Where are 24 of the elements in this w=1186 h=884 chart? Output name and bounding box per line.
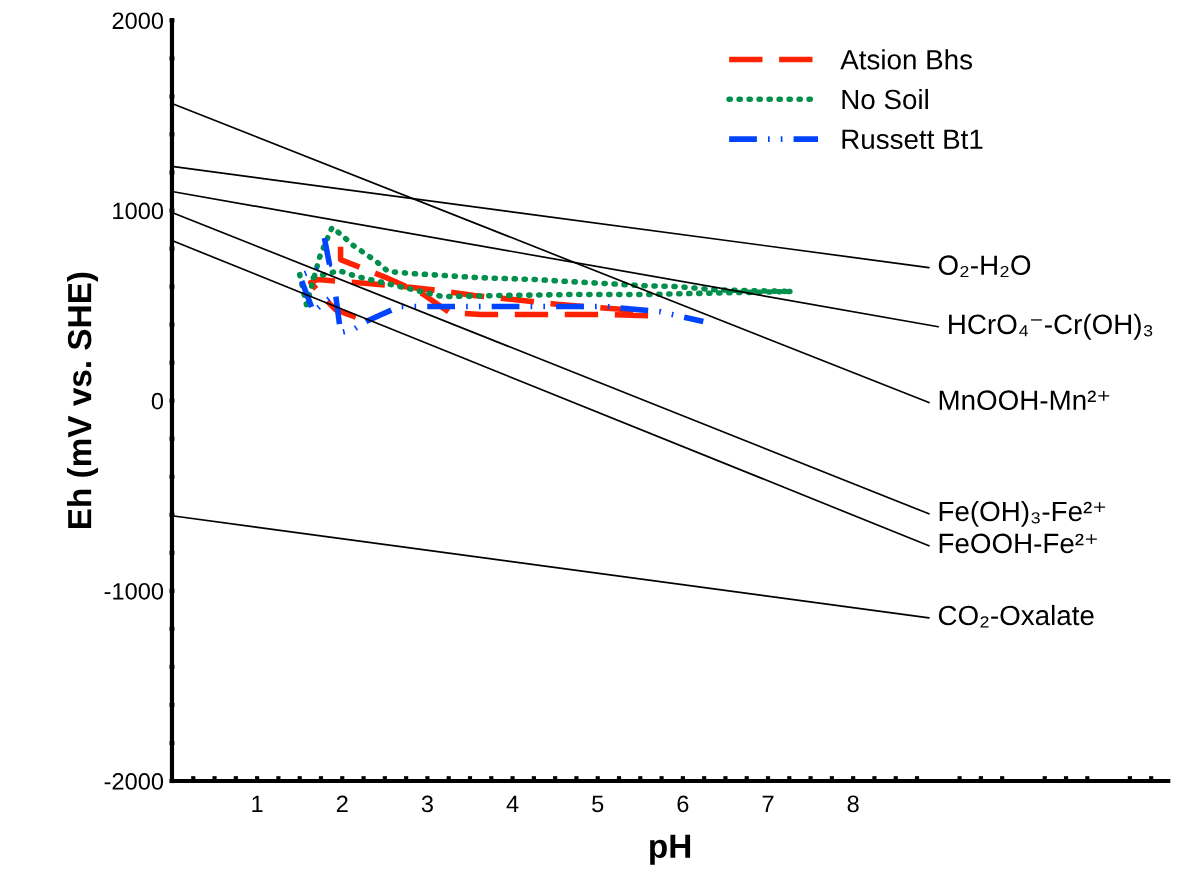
x-tick-label: 5 xyxy=(592,795,604,813)
y-tick-label: 0 xyxy=(151,392,164,410)
x-tick-label: 3 xyxy=(421,795,433,813)
series-label: CO₂-Oxalate xyxy=(938,604,1094,628)
x-tick-label: 8 xyxy=(847,795,859,813)
series-label: O₂-H₂O xyxy=(938,255,1031,278)
x-tick-label: 6 xyxy=(677,795,689,813)
x-axis-title: pH xyxy=(650,834,691,865)
legend-label: Russett Bt1 xyxy=(842,129,983,150)
series-label: FeOOH-Fe²⁺ xyxy=(939,533,1097,554)
x-tick-label: 4 xyxy=(506,795,519,813)
x-tick-label: 2 xyxy=(336,795,348,813)
series-label: MnOOH-Mn²⁺ xyxy=(939,390,1110,411)
series-label: HCrO₄⁻-Cr(OH)₃ xyxy=(949,313,1153,340)
y-tick-label: 2000 xyxy=(112,12,164,30)
y-tick-label: -2000 xyxy=(104,773,164,790)
legend-label: No Soil xyxy=(842,88,928,110)
y-tick-label: 1000 xyxy=(113,202,164,220)
series-label: Fe(OH)₃-Fe²⁺ xyxy=(939,500,1106,527)
legend-label: Atsion Bhs xyxy=(840,49,973,70)
y-tick-label: -1000 xyxy=(104,582,164,600)
x-tick-label: 1 xyxy=(252,795,263,813)
x-tick-label: 7 xyxy=(762,795,774,813)
y-axis-title: Eh (mV vs. SHE) xyxy=(66,272,99,529)
